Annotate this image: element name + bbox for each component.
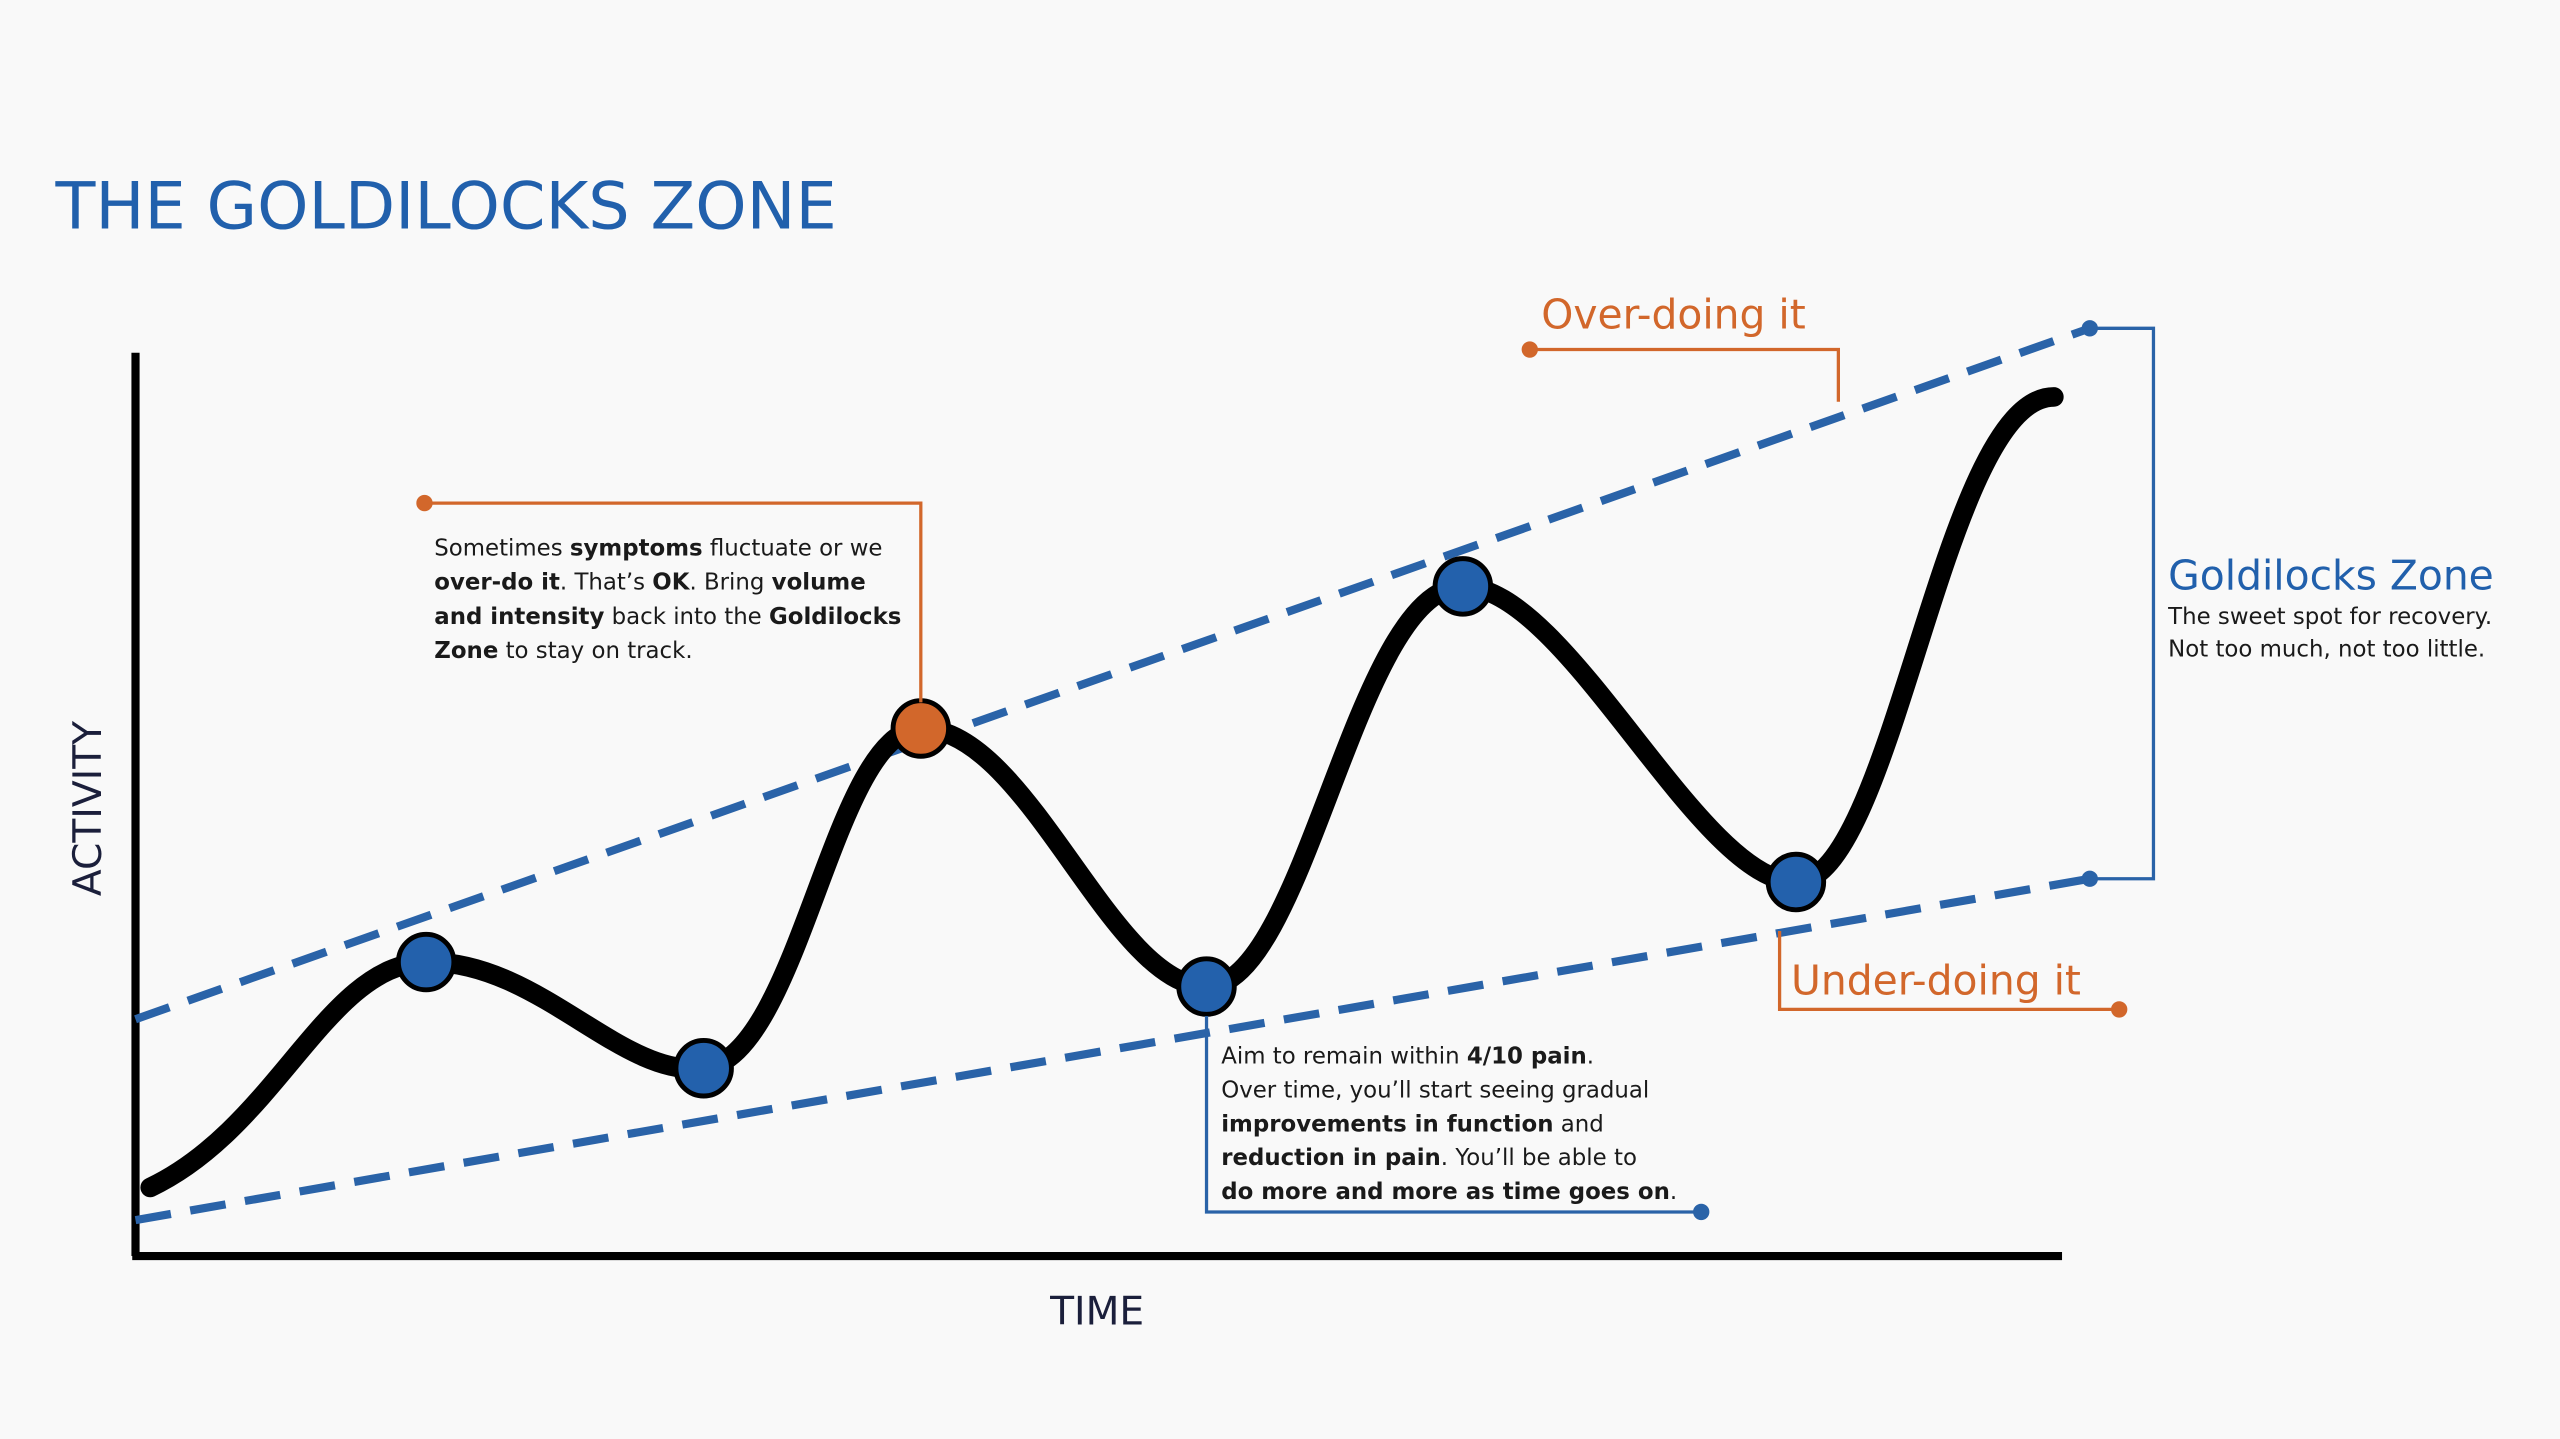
x-axis-label: TIME <box>1049 1290 1144 1335</box>
note-line: reduction in pain. You’ll be able to <box>1221 1145 1637 1171</box>
point <box>395 931 457 993</box>
note-line: improvements in function and <box>1221 1111 1604 1137</box>
leader-dot <box>2081 870 2098 887</box>
under-label: Under-doing it <box>1791 957 2081 1005</box>
note-bold: and intensity <box>434 604 604 630</box>
zone-text: The sweet spot for recovery. <box>2167 604 2492 630</box>
note-text: . <box>1587 1043 1594 1069</box>
title: THE GOLDILOCKS ZONE <box>55 169 837 245</box>
note-text: . That’s <box>560 570 652 596</box>
point-over <box>890 698 952 759</box>
note-leader <box>424 501 923 703</box>
points <box>395 556 1827 1099</box>
note-bold: volume <box>772 570 866 596</box>
leader-dot <box>1693 1203 1710 1221</box>
note-line: Over time, you’ll start seeing gradual <box>1221 1077 1649 1103</box>
leader-dot <box>2111 1001 2128 1018</box>
upper-bound <box>134 324 2092 1024</box>
note-text: . Bring <box>689 570 771 596</box>
note-line: and intensity back into the Goldilocks <box>434 604 901 630</box>
note-bold: do more and more as time goes on <box>1221 1179 1670 1205</box>
note-text: Aim to remain within <box>1221 1043 1467 1069</box>
note-text: . You’ll be able to <box>1441 1145 1637 1171</box>
note-bold: OK <box>652 570 690 596</box>
under-leader <box>1777 931 2120 1012</box>
note-bold: 4/10 pain <box>1467 1043 1587 1069</box>
point <box>1176 956 1237 1017</box>
point <box>1765 851 1827 913</box>
zone-text: Not too much, not too little. <box>2168 637 2485 663</box>
leader-dot <box>416 494 433 512</box>
zone-title: Goldilocks Zone <box>2168 552 2494 600</box>
note-text: . <box>1670 1179 1677 1205</box>
note-text: fluctuate or we <box>703 535 883 561</box>
over-leader <box>1529 347 1840 402</box>
note-bold: reduction in pain <box>1221 1145 1441 1171</box>
note-leader <box>1204 1015 1702 1214</box>
note-text: to stay on track. <box>498 638 692 664</box>
note-text: back into the <box>604 604 769 630</box>
leader-dot <box>2081 320 2098 337</box>
note-bold: symptoms <box>570 535 703 561</box>
note-text: and <box>1553 1111 1603 1137</box>
note-line: over-do it. That’s OK. Bring volume <box>434 570 865 596</box>
note-bold: Zone <box>434 638 498 664</box>
note-bold: Goldilocks <box>769 604 901 630</box>
note-text: Over time, you’ll start seeing gradual <box>1221 1077 1649 1103</box>
y-axis-label: ACTIVITY <box>66 720 111 896</box>
note-bold: improvements in function <box>1221 1111 1553 1137</box>
note-text: Sometimes <box>434 535 570 561</box>
point <box>1432 556 1494 617</box>
note-line: Zone to stay on track. <box>434 638 692 664</box>
zone-bracket <box>2089 326 2156 881</box>
note-bold: over-do it <box>434 570 560 596</box>
note-line: Aim to remain within 4/10 pain. <box>1221 1043 1594 1069</box>
note-line: do more and more as time goes on. <box>1221 1179 1677 1205</box>
note-line: Sometimes symptoms fluctuate or we <box>434 535 882 561</box>
point <box>673 1038 734 1099</box>
leader-dot <box>1521 341 1538 358</box>
over-label: Over-doing it <box>1541 290 1806 338</box>
